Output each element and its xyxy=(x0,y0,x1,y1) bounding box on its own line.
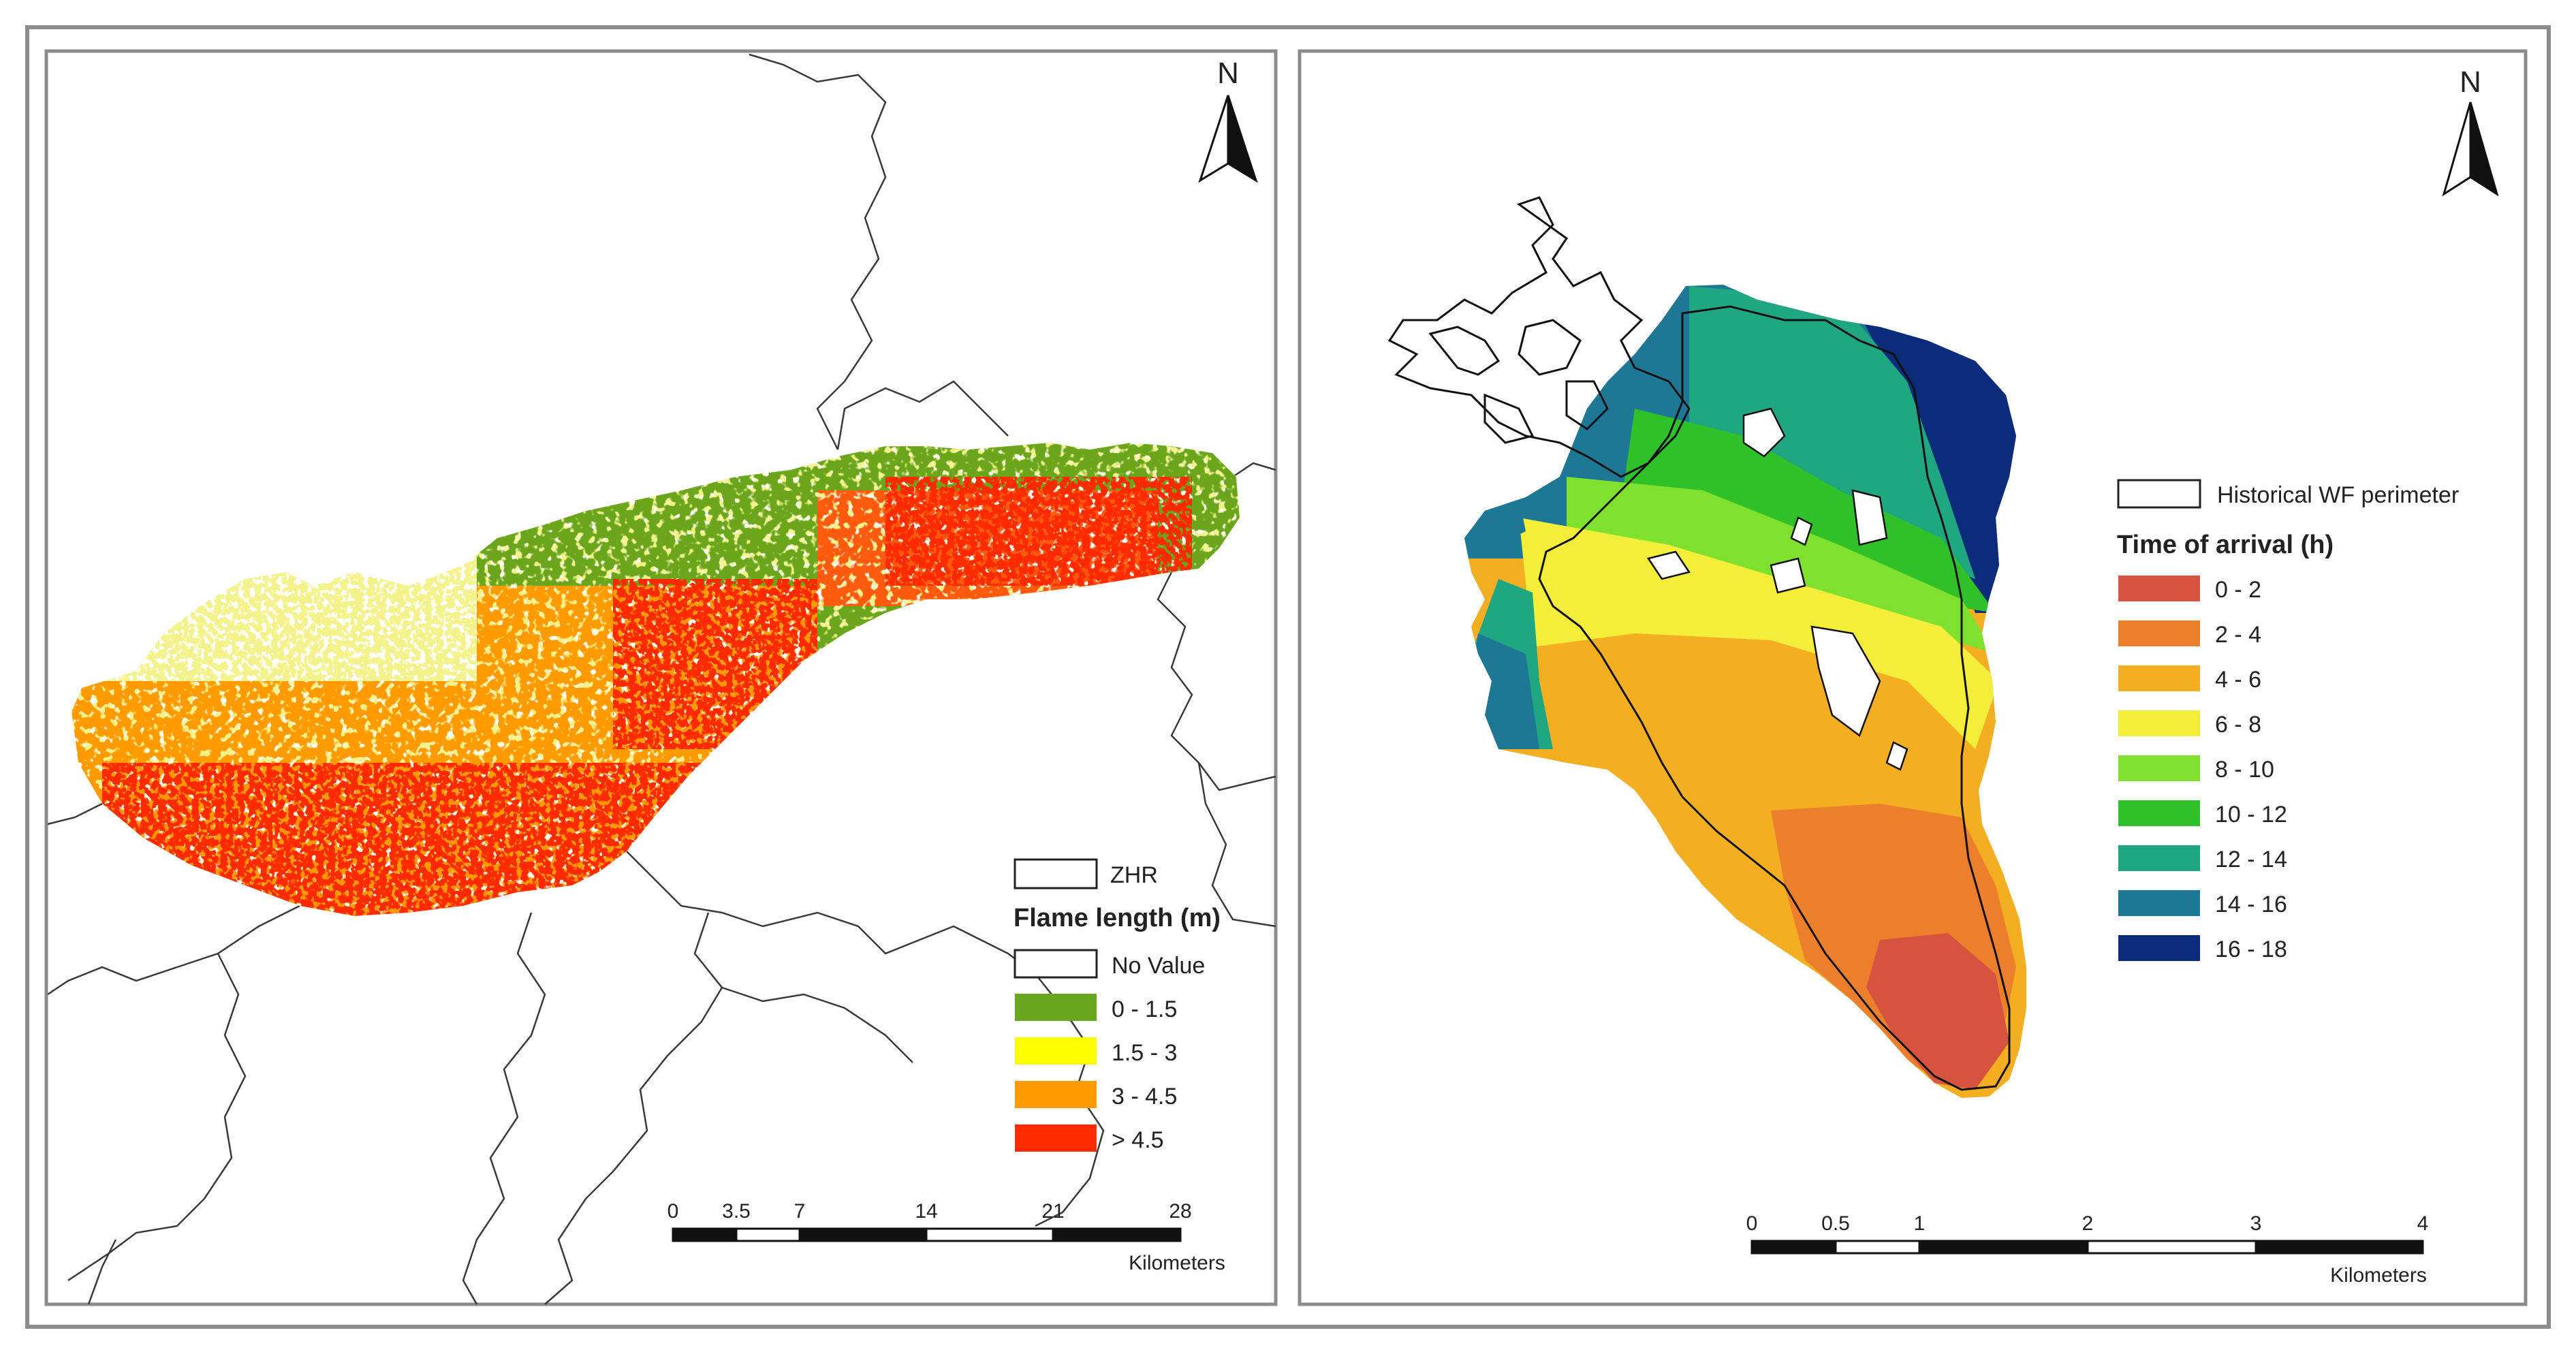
left-scale-tick-1: 3.5 xyxy=(722,1200,751,1223)
right-scale-tick-1: 0.5 xyxy=(1821,1212,1850,1235)
arrival-legend-items: 0 - 2 2 - 4 4 - 6 6 - 8 8 - 10 10 - 12 12 - 14… xyxy=(2118,576,2287,962)
arrival-legend-swatch-8 xyxy=(2118,935,2200,961)
right-scale-segment-2 xyxy=(1918,1240,2089,1255)
flame-legend-swatch-0 xyxy=(1014,949,1098,979)
right-scale-segment-0 xyxy=(1750,1240,1837,1255)
left-scale-tick-4: 21 xyxy=(1041,1200,1064,1223)
flame-legend-swatch-2 xyxy=(1015,1037,1097,1065)
arrival-legend-swatch-1 xyxy=(2118,620,2200,646)
flame-legend-label-2: 1.5 - 3 xyxy=(1112,1040,1177,1066)
arrival-legend-label-2: 4 - 6 xyxy=(2215,667,2261,693)
right-scale-tick-5: 4 xyxy=(2417,1212,2429,1235)
right-scale-segment-4 xyxy=(2255,1240,2424,1255)
arrival-legend-swatch-7 xyxy=(2118,890,2200,916)
right-scale-segment-1 xyxy=(1834,1240,1921,1255)
left-scale-segment-1 xyxy=(735,1227,801,1242)
left-scale-segment-2 xyxy=(798,1227,928,1242)
left-scale-tick-3: 14 xyxy=(915,1200,937,1223)
right-scale-segment-3 xyxy=(2086,1240,2257,1255)
right-scale-tick-2: 1 xyxy=(1914,1212,1926,1235)
arrival-legend-label-0: 0 - 2 xyxy=(2215,577,2261,603)
left-scale-tick-5: 28 xyxy=(1169,1200,1191,1223)
flame-legend-label-0: No Value xyxy=(1112,953,1205,979)
arrival-legend-label-4: 8 - 10 xyxy=(2215,757,2274,783)
arrival-legend-label-1: 2 - 4 xyxy=(2215,622,2261,648)
right-scale-tick-4: 3 xyxy=(2250,1212,2262,1235)
arrival-legend-label-3: 6 - 8 xyxy=(2215,712,2261,738)
arrival-legend-swatch-6 xyxy=(2118,845,2200,871)
arrival-legend-label-7: 14 - 16 xyxy=(2215,892,2287,917)
left-scale-segment-0 xyxy=(672,1227,738,1242)
arrival-legend-swatch-4 xyxy=(2118,755,2200,781)
right-scale-bar: 0 0.5 1 2 3 4 Kilometers xyxy=(1746,1212,2429,1287)
arrival-legend-title: Time of arrival (h) xyxy=(2117,531,2334,559)
left-scale-tick-0: 0 xyxy=(667,1200,679,1223)
right-north-label: N xyxy=(2460,65,2481,99)
right-legend: Historical WF perimeter Time of arrival … xyxy=(2117,479,2459,962)
left-north-label: N xyxy=(1217,57,1239,90)
flame-legend-label-4: > 4.5 xyxy=(1112,1127,1164,1153)
flame-legend-title: Flame length (m) xyxy=(1014,904,1221,932)
zhr-label: ZHR xyxy=(1110,862,1158,888)
left-scale-bar: 0 3.5 7 14 21 28 Kilometers xyxy=(667,1200,1225,1274)
left-scale-segment-3 xyxy=(925,1227,1054,1242)
left-scale-tick-2: 7 xyxy=(794,1200,806,1223)
admin-boundaries xyxy=(47,53,1276,1305)
arrival-legend-swatch-3 xyxy=(2118,710,2200,736)
left-legend: ZHR Flame length (m) No Value 0 - 1.5 1.5 … xyxy=(1014,858,1221,1153)
perimeter-label: Historical WF perimeter xyxy=(2217,482,2459,508)
arrival-legend-label-5: 10 - 12 xyxy=(2215,802,2287,828)
arrival-legend-label-8: 16 - 18 xyxy=(2215,936,2287,962)
right-scale-tick-0: 0 xyxy=(1746,1212,1758,1235)
flame-legend-label-3: 3 - 4.5 xyxy=(1112,1084,1177,1109)
flame-legend-swatch-4 xyxy=(1015,1124,1097,1152)
arrival-legend-swatch-2 xyxy=(2118,665,2200,691)
right-scale-unit: Kilometers xyxy=(2330,1264,2427,1287)
arrival-legend-label-6: 12 - 14 xyxy=(2215,847,2287,872)
right-north-arrow: N xyxy=(2442,65,2499,197)
arrival-legend-swatch-5 xyxy=(2118,800,2200,826)
zhr-outline xyxy=(71,442,1240,917)
left-north-arrow: N xyxy=(1198,57,1258,183)
flame-legend-items: No Value 0 - 1.5 1.5 - 3 3 - 4.5 > 4.5 xyxy=(1014,949,1205,1153)
zhr-swatch xyxy=(1014,858,1098,889)
flame-length-map-panel: N ZHR Flame length (m) No Value 0 - 1.5 1.… xyxy=(44,49,1278,1306)
flame-legend-label-1: 0 - 1.5 xyxy=(1112,996,1177,1022)
left-scale-unit: Kilometers xyxy=(1129,1252,1225,1274)
perimeter-swatch xyxy=(2117,479,2201,509)
flame-legend-swatch-1 xyxy=(1015,994,1097,1021)
right-scale-tick-3: 2 xyxy=(2082,1212,2094,1235)
arrival-legend-swatch-0 xyxy=(2118,576,2200,601)
historical-perimeter xyxy=(1387,196,2011,1091)
time-of-arrival-map-panel: N Historical WF perimeter Time of arriva… xyxy=(1298,49,2528,1306)
left-scale-segment-4 xyxy=(1052,1227,1182,1242)
flame-legend-swatch-3 xyxy=(1015,1081,1097,1108)
